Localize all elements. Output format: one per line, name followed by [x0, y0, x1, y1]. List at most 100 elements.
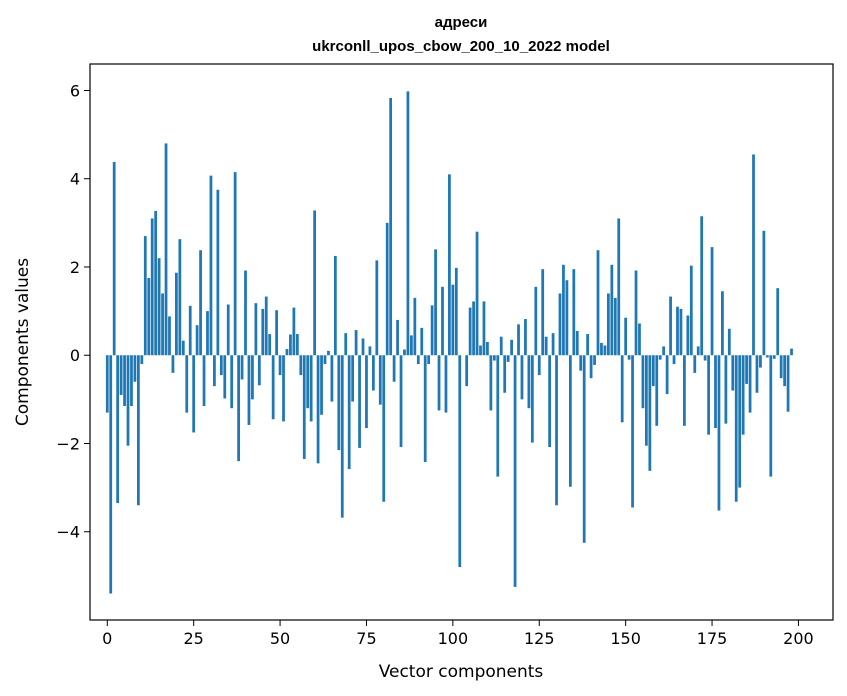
- bar: [413, 297, 417, 356]
- bar: [465, 355, 469, 387]
- y-tick-label: −2: [56, 434, 80, 453]
- bar: [596, 250, 600, 356]
- bar: [406, 91, 410, 356]
- bar: [572, 269, 576, 356]
- bar: [745, 355, 748, 384]
- y-tick-label: 6: [70, 81, 80, 100]
- bar: [358, 355, 361, 448]
- bar: [724, 355, 728, 424]
- bar: [181, 340, 185, 356]
- bar: [130, 355, 133, 406]
- y-tick-label: 0: [70, 346, 80, 365]
- bar: [206, 311, 209, 356]
- bar: [444, 355, 448, 413]
- bar: [582, 355, 586, 543]
- bar: [475, 231, 479, 356]
- bar: [665, 355, 669, 395]
- bar: [289, 334, 292, 356]
- bar: [164, 143, 168, 356]
- bar: [617, 218, 621, 356]
- bar: [537, 355, 541, 376]
- bar: [261, 308, 265, 356]
- bar: [150, 218, 154, 356]
- bar: [544, 336, 548, 356]
- bar: [669, 296, 672, 356]
- bar: [606, 293, 610, 356]
- bar: [658, 355, 662, 360]
- bar: [731, 355, 735, 391]
- bar: [119, 355, 123, 395]
- bar: [392, 355, 396, 382]
- bar: [109, 355, 113, 594]
- bar: [254, 303, 258, 356]
- bar: [230, 355, 234, 409]
- bar: [202, 355, 206, 406]
- bar: [738, 355, 742, 488]
- bar: [375, 260, 379, 356]
- bar: [344, 333, 348, 356]
- bar: [454, 267, 458, 356]
- bar: [368, 346, 372, 356]
- bar: [416, 355, 420, 365]
- x-axis-label: Vector components: [379, 662, 544, 682]
- bar: [302, 355, 306, 459]
- bar: [337, 355, 341, 451]
- x-tick-label: 0: [102, 629, 112, 648]
- bar: [171, 355, 175, 373]
- bar: [143, 236, 147, 356]
- bar: [734, 355, 738, 502]
- bar: [603, 345, 607, 356]
- bar: [790, 348, 793, 356]
- bar: [548, 355, 551, 448]
- bar: [727, 328, 731, 356]
- bar: [275, 310, 278, 356]
- x-tick-label: 50: [270, 629, 290, 648]
- bar: [783, 355, 786, 387]
- bar: [209, 175, 213, 356]
- x-tick-label: 75: [356, 629, 376, 648]
- x-tick-label: 200: [783, 629, 814, 648]
- bar: [223, 355, 227, 399]
- bar: [434, 249, 437, 356]
- bar: [216, 189, 220, 356]
- bar: [295, 334, 299, 356]
- bar: [247, 355, 251, 425]
- chart-title: адреси: [435, 14, 488, 31]
- bar: [320, 355, 323, 415]
- bar: [185, 355, 189, 413]
- bar: [448, 174, 451, 356]
- x-tick-label: 125: [524, 629, 555, 648]
- bar: [244, 270, 247, 356]
- bar: [558, 293, 562, 356]
- bar: [378, 355, 382, 405]
- bar: [717, 355, 721, 511]
- bar: [683, 355, 686, 426]
- bar: [613, 297, 617, 356]
- bar: [496, 355, 500, 477]
- bar: [769, 355, 773, 477]
- bar: [624, 317, 628, 356]
- bar: [565, 280, 569, 356]
- bar: [472, 301, 475, 356]
- bar: [600, 342, 603, 356]
- bar: [703, 355, 707, 361]
- bar: [593, 355, 596, 365]
- bar: [382, 355, 386, 502]
- bar: [285, 349, 289, 356]
- x-tick-label: 100: [438, 629, 469, 648]
- bar: [651, 355, 655, 387]
- bar: [627, 355, 631, 360]
- bar: [361, 338, 365, 356]
- bar: [365, 355, 368, 429]
- bar: [641, 355, 645, 409]
- bar: [268, 334, 272, 356]
- bar: [689, 265, 693, 356]
- bar: [655, 355, 659, 426]
- bar: [555, 355, 558, 506]
- bar: [482, 301, 486, 356]
- bar: [195, 325, 199, 356]
- bar: [492, 355, 496, 361]
- bar: [282, 355, 285, 422]
- bar: [427, 355, 431, 365]
- y-tick-label: 4: [70, 170, 80, 189]
